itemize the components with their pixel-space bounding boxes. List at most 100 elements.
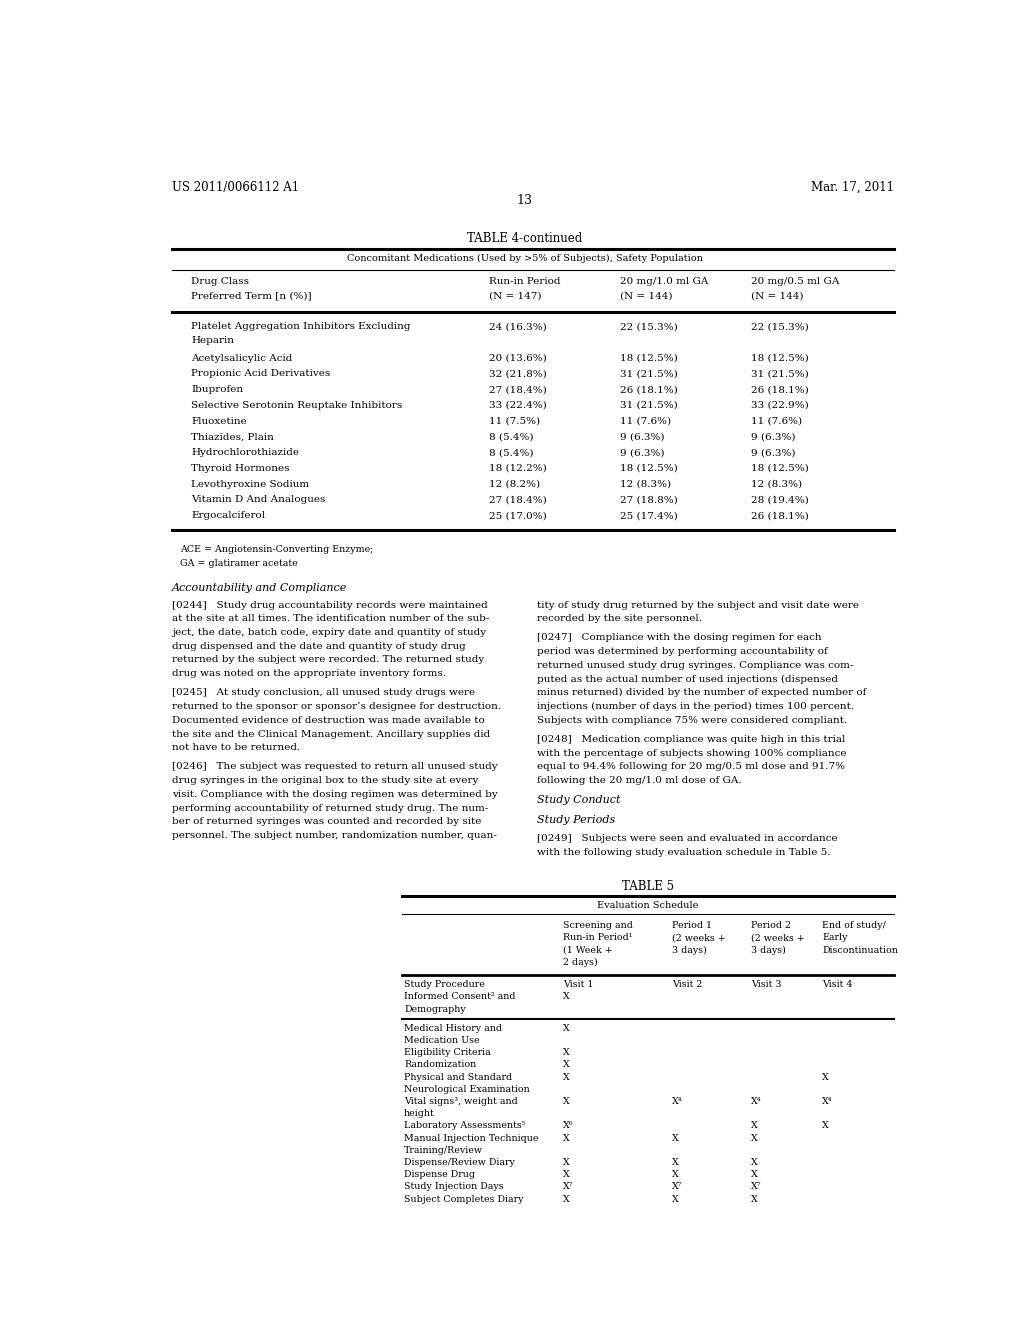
- Text: X: X: [563, 1158, 569, 1167]
- Text: 8 (5.4%): 8 (5.4%): [489, 433, 534, 441]
- Text: X: X: [563, 993, 569, 1002]
- Text: Dispense/Review Diary: Dispense/Review Diary: [404, 1158, 515, 1167]
- Text: [0245]   At study conclusion, all unused study drugs were: [0245] At study conclusion, all unused s…: [172, 688, 475, 697]
- Text: X: X: [751, 1122, 758, 1130]
- Text: Ibuprofen: Ibuprofen: [191, 385, 244, 395]
- Text: returned by the subject were recorded. The returned study: returned by the subject were recorded. T…: [172, 656, 484, 664]
- Text: X: X: [563, 1097, 569, 1106]
- Text: 24 (16.3%): 24 (16.3%): [489, 322, 547, 331]
- Text: drug syringes in the original box to the study site at every: drug syringes in the original box to the…: [172, 776, 478, 785]
- Text: puted as the actual number of used injections (dispensed: puted as the actual number of used injec…: [537, 675, 838, 684]
- Text: Study Procedure: Study Procedure: [404, 981, 485, 989]
- Text: Study Conduct: Study Conduct: [537, 796, 621, 805]
- Text: Preferred Term [n (%)]: Preferred Term [n (%)]: [191, 290, 312, 300]
- Text: ber of returned syringes was counted and recorded by site: ber of returned syringes was counted and…: [172, 817, 481, 826]
- Text: [0244]   Study drug accountability records were maintained: [0244] Study drug accountability records…: [172, 601, 487, 610]
- Text: 20 mg/0.5 ml GA: 20 mg/0.5 ml GA: [751, 277, 840, 286]
- Text: Run-in Period¹: Run-in Period¹: [563, 933, 633, 942]
- Text: 8 (5.4%): 8 (5.4%): [489, 447, 534, 457]
- Text: 20 (13.6%): 20 (13.6%): [489, 354, 547, 363]
- Text: (N = 147): (N = 147): [489, 290, 542, 300]
- Text: 3 days): 3 days): [751, 945, 785, 954]
- Text: 20 mg/1.0 ml GA: 20 mg/1.0 ml GA: [620, 277, 709, 286]
- Text: Concomitant Medications (Used by >5% of Subjects), Safety Population: Concomitant Medications (Used by >5% of …: [347, 253, 702, 263]
- Text: Thiazides, Plain: Thiazides, Plain: [191, 433, 274, 441]
- Text: ACE = Angiotensin-Converting Enzyme;: ACE = Angiotensin-Converting Enzyme;: [179, 545, 373, 554]
- Text: X: X: [563, 1073, 569, 1081]
- Text: not have to be returned.: not have to be returned.: [172, 743, 300, 752]
- Text: Selective Serotonin Reuptake Inhibitors: Selective Serotonin Reuptake Inhibitors: [191, 401, 402, 409]
- Text: performing accountability of returned study drug. The num-: performing accountability of returned st…: [172, 804, 487, 813]
- Text: X: X: [751, 1134, 758, 1143]
- Text: Acetylsalicylic Acid: Acetylsalicylic Acid: [191, 354, 293, 363]
- Text: 11 (7.5%): 11 (7.5%): [489, 417, 541, 425]
- Text: (N = 144): (N = 144): [751, 290, 804, 300]
- Text: tity of study drug returned by the subject and visit date were: tity of study drug returned by the subje…: [537, 601, 859, 610]
- Text: Screening and: Screening and: [563, 921, 633, 931]
- Text: Hydrochlorothiazide: Hydrochlorothiazide: [191, 447, 299, 457]
- Text: Ergocalciferol: Ergocalciferol: [191, 511, 265, 520]
- Text: Evaluation Schedule: Evaluation Schedule: [597, 900, 698, 909]
- Text: 26 (18.1%): 26 (18.1%): [620, 385, 678, 395]
- Text: Early: Early: [822, 933, 848, 942]
- Text: 22 (15.3%): 22 (15.3%): [620, 322, 678, 331]
- Text: injections (number of days in the period) times 100 percent.: injections (number of days in the period…: [537, 702, 854, 711]
- Text: X⁴: X⁴: [672, 1097, 682, 1106]
- Text: recorded by the site personnel.: recorded by the site personnel.: [537, 614, 701, 623]
- Text: TABLE 4-continued: TABLE 4-continued: [467, 231, 583, 244]
- Text: X: X: [563, 1171, 569, 1179]
- Text: visit. Compliance with the dosing regimen was determined by: visit. Compliance with the dosing regime…: [172, 789, 498, 799]
- Text: drug dispensed and the date and quantity of study drug: drug dispensed and the date and quantity…: [172, 642, 465, 651]
- Text: 2 days): 2 days): [563, 958, 598, 968]
- Text: X⁷: X⁷: [563, 1183, 573, 1192]
- Text: Period 1: Period 1: [672, 921, 712, 931]
- Text: X: X: [672, 1134, 678, 1143]
- Text: ject, the date, batch code, expiry date and quantity of study: ject, the date, batch code, expiry date …: [172, 628, 485, 638]
- Text: Platelet Aggregation Inhibitors Excluding: Platelet Aggregation Inhibitors Excludin…: [191, 322, 411, 331]
- Text: X⁴: X⁴: [822, 1097, 833, 1106]
- Text: 12 (8.2%): 12 (8.2%): [489, 479, 541, 488]
- Text: at the site at all times. The identification number of the sub-: at the site at all times. The identifica…: [172, 614, 489, 623]
- Text: 31 (21.5%): 31 (21.5%): [620, 370, 678, 379]
- Text: 18 (12.5%): 18 (12.5%): [751, 463, 809, 473]
- Text: 31 (21.5%): 31 (21.5%): [620, 401, 678, 409]
- Text: Dispense Drug: Dispense Drug: [404, 1171, 475, 1179]
- Text: equal to 94.4% following for 20 mg/0.5 ml dose and 91.7%: equal to 94.4% following for 20 mg/0.5 m…: [537, 763, 845, 771]
- Text: X⁷: X⁷: [751, 1183, 762, 1192]
- Text: 33 (22.9%): 33 (22.9%): [751, 401, 809, 409]
- Text: 25 (17.0%): 25 (17.0%): [489, 511, 547, 520]
- Text: [0248]   Medication compliance was quite high in this trial: [0248] Medication compliance was quite h…: [537, 735, 845, 744]
- Text: Randomization: Randomization: [404, 1060, 476, 1069]
- Text: Informed Consent² and: Informed Consent² and: [404, 993, 516, 1002]
- Text: (N = 144): (N = 144): [620, 290, 673, 300]
- Text: Run-in Period: Run-in Period: [489, 277, 560, 286]
- Text: US 2011/0066112 A1: US 2011/0066112 A1: [172, 181, 299, 194]
- Text: 9 (6.3%): 9 (6.3%): [751, 447, 796, 457]
- Text: 22 (15.3%): 22 (15.3%): [751, 322, 809, 331]
- Text: Vital signs³, weight and: Vital signs³, weight and: [404, 1097, 518, 1106]
- Text: Visit 3: Visit 3: [751, 981, 781, 989]
- Text: Propionic Acid Derivatives: Propionic Acid Derivatives: [191, 370, 331, 379]
- Text: 9 (6.3%): 9 (6.3%): [620, 447, 665, 457]
- Text: 33 (22.4%): 33 (22.4%): [489, 401, 547, 409]
- Text: following the 20 mg/1.0 ml dose of GA.: following the 20 mg/1.0 ml dose of GA.: [537, 776, 741, 785]
- Text: Study Periods: Study Periods: [537, 814, 615, 825]
- Text: Vitamin D And Analogues: Vitamin D And Analogues: [191, 495, 326, 504]
- Text: X: X: [563, 1060, 569, 1069]
- Text: with the following study evaluation schedule in Table 5.: with the following study evaluation sche…: [537, 847, 830, 857]
- Text: (1 Week +: (1 Week +: [563, 945, 612, 954]
- Text: 18 (12.5%): 18 (12.5%): [620, 463, 678, 473]
- Text: Drug Class: Drug Class: [191, 277, 250, 286]
- Text: 12 (8.3%): 12 (8.3%): [620, 479, 671, 488]
- Text: [0247]   Compliance with the dosing regimen for each: [0247] Compliance with the dosing regime…: [537, 634, 821, 643]
- Text: Heparin: Heparin: [191, 335, 234, 345]
- Text: 25 (17.4%): 25 (17.4%): [620, 511, 678, 520]
- Text: Demography: Demography: [404, 1005, 466, 1014]
- Text: the site and the Clinical Management. Ancillary supplies did: the site and the Clinical Management. An…: [172, 730, 489, 738]
- Text: 13: 13: [517, 194, 532, 207]
- Text: Period 2: Period 2: [751, 921, 791, 931]
- Text: personnel. The subject number, randomization number, quan-: personnel. The subject number, randomiza…: [172, 832, 497, 840]
- Text: X⁷: X⁷: [672, 1183, 682, 1192]
- Text: X⁶: X⁶: [563, 1122, 573, 1130]
- Text: 31 (21.5%): 31 (21.5%): [751, 370, 809, 379]
